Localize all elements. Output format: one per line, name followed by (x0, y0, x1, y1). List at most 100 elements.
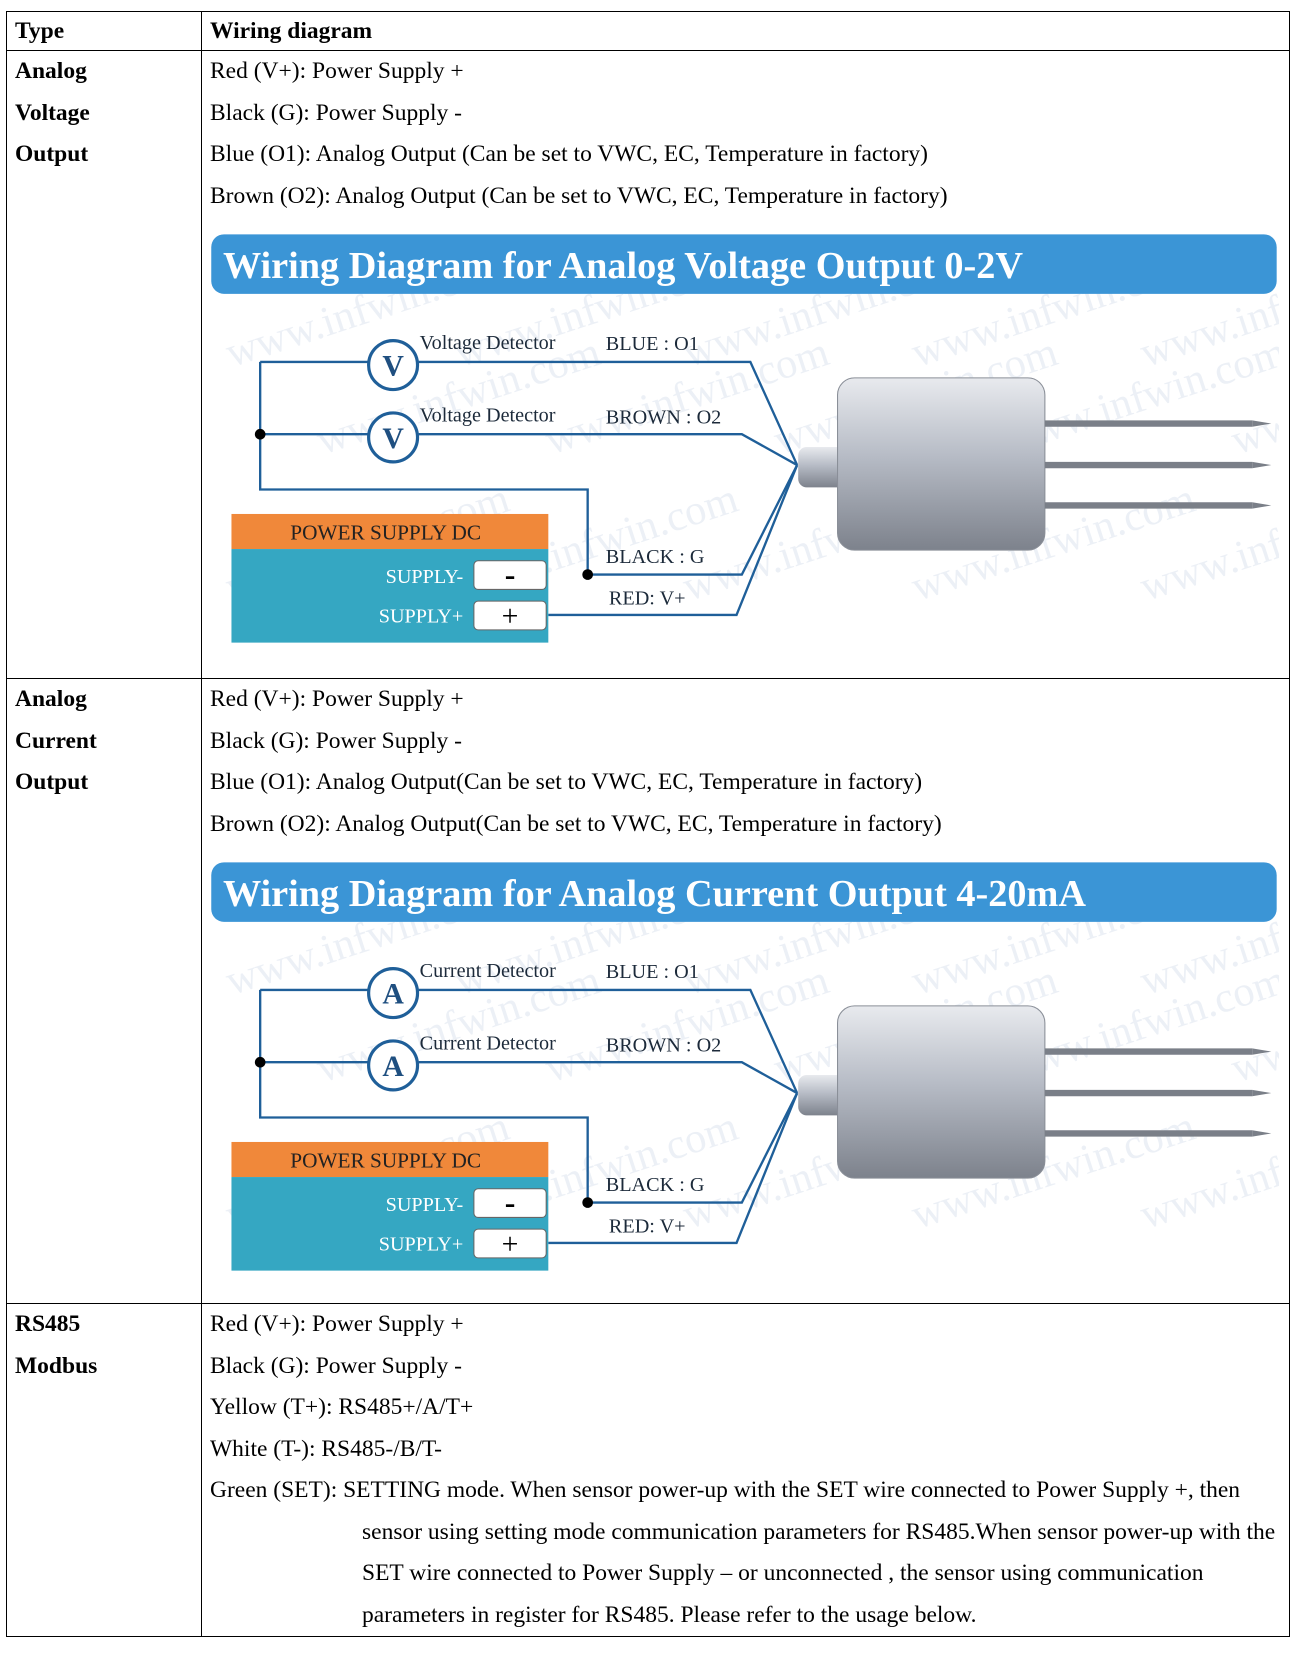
meter-label: Voltage Detector (420, 332, 556, 354)
type-line: RS485 (15, 1311, 81, 1337)
wire-label: BLUE : O1 (606, 961, 699, 983)
meter (367, 967, 420, 1020)
type-cell: RS485 Modbus (6, 1303, 202, 1637)
table-row: RS485 Modbus Red (V+): Power Supply + Black… (6, 1303, 1290, 1637)
wire-red (548, 1092, 799, 1245)
meter-symbol: V (382, 350, 404, 383)
probe-tip (1252, 420, 1272, 427)
wiring-line: Red (V+): Power Supply + (210, 1311, 464, 1337)
type-line: Analog (15, 58, 87, 84)
wiring-line: Black (G): Power Supply - (210, 1352, 462, 1379)
wire-brown (418, 1061, 798, 1095)
type-cell: Analog Current Output (6, 678, 202, 1304)
terminal-sign: - (505, 557, 516, 592)
wiring-line: Red (V+): Power Supply + (210, 58, 464, 84)
wiring-line: Red (V+): Power Supply + (210, 686, 464, 712)
meter-symbol: A (382, 978, 404, 1011)
power-supply-header (231, 1141, 549, 1178)
wiring-line: Brown (O2): Analog Output (Can be set to… (210, 182, 948, 209)
wiring-cell: Red (V+): Power Supply + Black (G): Power… (201, 50, 1290, 679)
wiring-line: Green (SET): SETTING mode. When sensor p… (210, 1477, 1276, 1628)
sensor-connector (798, 1074, 847, 1116)
wiring-line: Brown (O2): Analog Output(Can be set to … (210, 810, 942, 837)
power-supply-label: POWER SUPPLY DC (290, 1148, 481, 1172)
wire-label: RED: V+ (609, 1215, 686, 1237)
probe-tip (1252, 1048, 1272, 1055)
power-supply-label: POWER SUPPLY DC (290, 520, 481, 544)
wire-blue (418, 360, 799, 466)
wiring-table: Type Wiring diagram Analog Voltage Output Red… (6, 11, 1290, 1637)
junction (582, 569, 593, 580)
probe-tip (1252, 1089, 1272, 1097)
type-line: Output (15, 769, 89, 795)
type-line: Modbus (15, 1352, 98, 1379)
wire-label: BROWN : O2 (606, 407, 722, 429)
terminal (473, 1188, 547, 1218)
wire (259, 989, 589, 1203)
meter (367, 339, 420, 392)
wire (259, 361, 589, 575)
table-row: Analog Current Output Red (V+): Power Suppl… (6, 678, 1290, 1304)
terminal-sign: + (502, 1228, 519, 1261)
probe-tip (1252, 461, 1272, 469)
meter-label: Current Detector (420, 960, 556, 982)
wire-label: RED: V+ (609, 587, 686, 609)
junction (254, 428, 266, 440)
probe-tip (1252, 502, 1272, 509)
terminal (473, 560, 547, 590)
sensor-connector (798, 446, 847, 488)
wiring-line: Blue (O1): Analog Output (Can be set to … (210, 141, 928, 167)
wiring-line: Yellow (T+): RS485+/A/T+ (210, 1394, 474, 1420)
junction (582, 1197, 593, 1208)
wiring-diagram: www.infwin.comwww.infwin.comwww.infwin.c… (211, 234, 1279, 643)
terminal-sign: - (505, 1185, 516, 1220)
wiring-cell: Red (V+): Power Supply + Black (G): Power… (201, 678, 1290, 1304)
type-line: Output (15, 141, 89, 167)
meter-label: Current Detector (420, 1032, 556, 1054)
header-row: Type Wiring diagram (6, 11, 1290, 51)
type-cell: Analog Voltage Output (6, 50, 202, 679)
wire-blue (418, 988, 799, 1094)
diagram-title: Wiring Diagram for Analog Voltage Output… (223, 245, 1023, 287)
type-line: Voltage (15, 99, 90, 126)
wiring-line: Black (G): Power Supply - (210, 727, 462, 754)
header-cell: Wiring diagram (201, 11, 1290, 51)
meter-symbol: V (382, 422, 404, 455)
meter (367, 411, 420, 464)
supply-label: SUPPLY+ (379, 605, 464, 627)
junction (254, 1056, 266, 1068)
header-cell: Type (6, 11, 202, 51)
wire-label: BLACK : G (606, 1174, 705, 1196)
wiring-line: White (T-): RS485-/B/T- (210, 1435, 442, 1462)
wire-label: BLACK : G (606, 546, 705, 568)
wire-brown (418, 433, 798, 467)
probe-tip (1252, 1130, 1272, 1137)
wire-label: BROWN : O2 (606, 1035, 722, 1057)
type-line: Current (15, 727, 97, 754)
terminal (473, 1228, 547, 1259)
supply-label: SUPPLY- (386, 566, 464, 588)
table-row: Analog Voltage Output Red (V+): Power Suppl… (6, 50, 1290, 679)
diagram-title: Wiring Diagram for Analog Current Output… (223, 873, 1086, 915)
sensor-body (837, 377, 1046, 551)
terminal-sign: + (502, 600, 519, 633)
supply-label: SUPPLY- (386, 1194, 464, 1216)
wiring-cell: Red (V+): Power Supply + Black (G): Power… (201, 1303, 1290, 1637)
sensor-body (837, 1005, 1046, 1179)
supply-label: SUPPLY+ (379, 1233, 464, 1255)
wire-black (587, 464, 799, 576)
wiring-line: Blue (O1): Analog Output(Can be set to V… (210, 769, 923, 795)
title-banner (211, 234, 1277, 294)
wire-black (587, 1092, 799, 1204)
wire-red (548, 464, 799, 617)
meter-symbol: A (382, 1050, 404, 1083)
wire-label: BLUE : O1 (606, 333, 699, 355)
type-line: Analog (15, 686, 87, 712)
wiring-diagram: www.infwin.comwww.infwin.comwww.infwin.c… (211, 862, 1279, 1271)
power-supply-header (231, 513, 549, 550)
terminal (473, 600, 547, 631)
meter-label: Voltage Detector (420, 404, 556, 426)
title-banner (211, 862, 1277, 922)
meter (367, 1039, 420, 1092)
